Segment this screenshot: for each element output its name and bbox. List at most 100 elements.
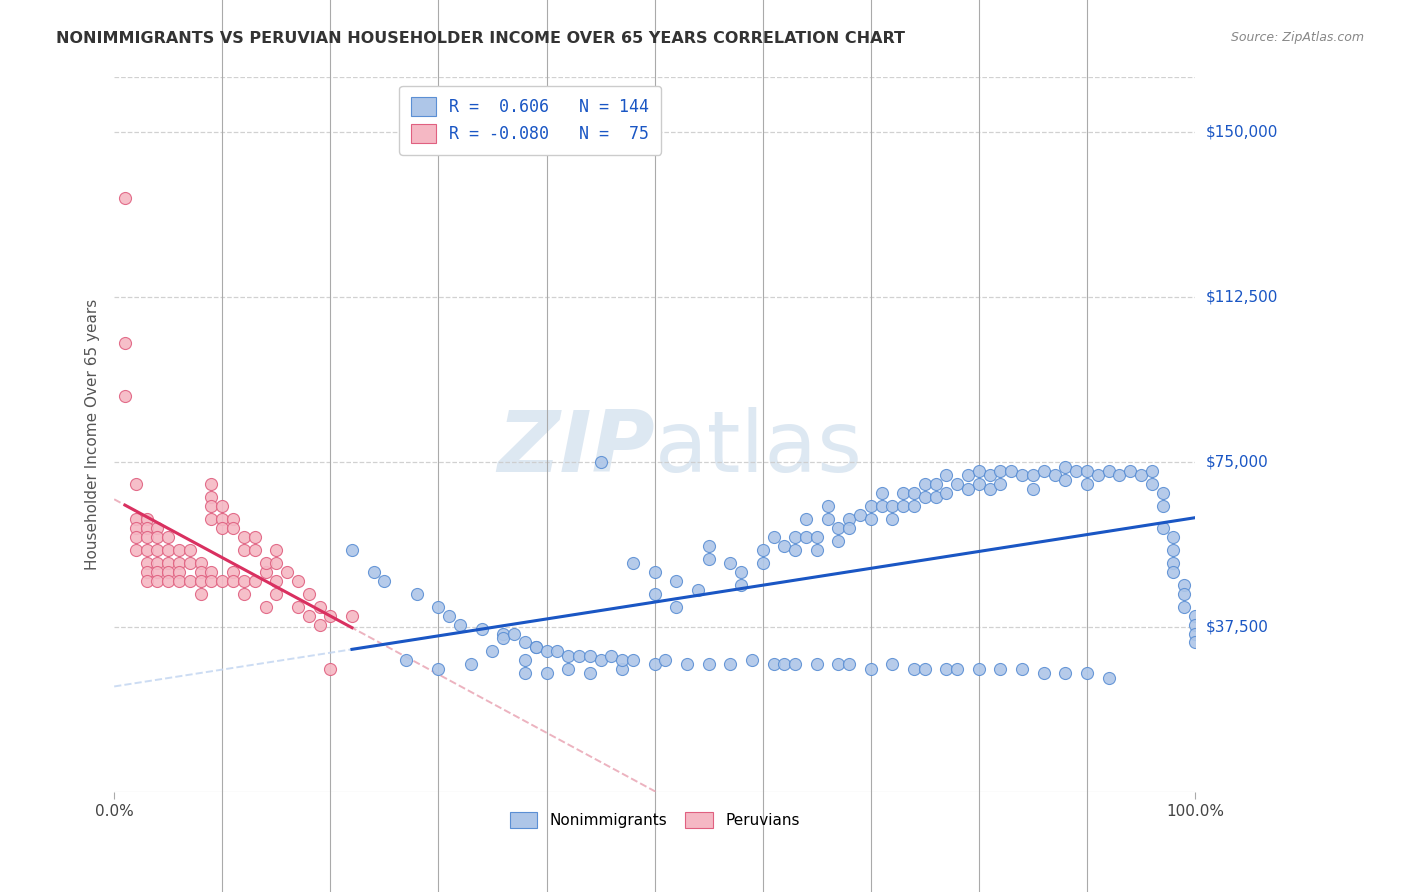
Point <box>557 662 579 676</box>
Point <box>146 543 169 558</box>
Point <box>600 648 623 663</box>
Point <box>157 543 180 558</box>
Point <box>1097 464 1119 478</box>
Point <box>817 512 839 526</box>
Point <box>266 543 288 558</box>
Point <box>654 653 676 667</box>
Point <box>298 609 321 624</box>
Point <box>1032 464 1054 478</box>
Text: atlas: atlas <box>655 408 863 491</box>
Point <box>979 482 1001 496</box>
Point <box>340 609 363 624</box>
Point <box>536 644 558 658</box>
Point <box>200 574 222 588</box>
Point <box>718 557 741 571</box>
Point <box>794 512 817 526</box>
Y-axis label: Householder Income Over 65 years: Householder Income Over 65 years <box>86 299 100 570</box>
Point <box>859 512 882 526</box>
Point <box>232 574 254 588</box>
Point <box>1152 521 1174 535</box>
Point <box>621 557 644 571</box>
Point <box>135 565 157 579</box>
Point <box>125 512 148 526</box>
Point <box>1184 618 1206 632</box>
Point <box>232 543 254 558</box>
Point <box>179 557 201 571</box>
Point <box>891 486 914 500</box>
Point <box>718 657 741 672</box>
Point <box>1087 468 1109 483</box>
Point <box>838 521 860 535</box>
Point <box>200 565 222 579</box>
Point <box>1173 587 1195 601</box>
Point <box>276 565 298 579</box>
Point <box>200 491 222 505</box>
Point <box>914 491 936 505</box>
Point <box>751 543 773 558</box>
Point <box>751 557 773 571</box>
Point <box>785 530 807 544</box>
Point <box>665 574 688 588</box>
Point <box>211 512 233 526</box>
Point <box>114 389 136 403</box>
Point <box>1163 565 1185 579</box>
Point <box>870 486 893 500</box>
Point <box>568 648 591 663</box>
Point <box>266 587 288 601</box>
Point <box>157 557 180 571</box>
Point <box>979 468 1001 483</box>
Point <box>990 477 1012 491</box>
Point <box>135 574 157 588</box>
Point <box>914 662 936 676</box>
Point <box>190 565 212 579</box>
Point <box>449 618 471 632</box>
Point <box>427 662 450 676</box>
Point <box>481 644 503 658</box>
Point <box>1108 468 1130 483</box>
Point <box>373 574 395 588</box>
Point <box>785 543 807 558</box>
Point <box>882 499 904 513</box>
Point <box>946 477 969 491</box>
Point <box>146 574 169 588</box>
Point <box>125 477 148 491</box>
Point <box>697 539 720 553</box>
Point <box>1011 468 1033 483</box>
Point <box>806 657 828 672</box>
Point <box>211 499 233 513</box>
Point <box>513 653 536 667</box>
Point <box>1097 671 1119 685</box>
Point <box>1076 666 1098 681</box>
Point <box>870 499 893 513</box>
Point <box>179 574 201 588</box>
Point <box>308 600 330 615</box>
Point <box>621 653 644 667</box>
Point <box>589 455 612 469</box>
Point <box>200 499 222 513</box>
Point <box>1163 543 1185 558</box>
Point <box>697 552 720 566</box>
Point <box>125 543 148 558</box>
Point <box>762 657 785 672</box>
Point <box>395 653 418 667</box>
Point <box>200 477 222 491</box>
Point <box>471 622 494 636</box>
Point <box>167 565 190 579</box>
Point <box>222 512 245 526</box>
Point <box>167 543 190 558</box>
Point <box>1184 609 1206 624</box>
Point <box>1184 635 1206 649</box>
Point <box>1130 468 1153 483</box>
Point <box>1184 626 1206 640</box>
Text: $150,000: $150,000 <box>1206 125 1278 140</box>
Point <box>243 543 266 558</box>
Point <box>135 530 157 544</box>
Point <box>190 557 212 571</box>
Point <box>157 530 180 544</box>
Point <box>612 653 634 667</box>
Point <box>612 662 634 676</box>
Point <box>882 512 904 526</box>
Point <box>935 468 957 483</box>
Point <box>114 191 136 205</box>
Point <box>859 499 882 513</box>
